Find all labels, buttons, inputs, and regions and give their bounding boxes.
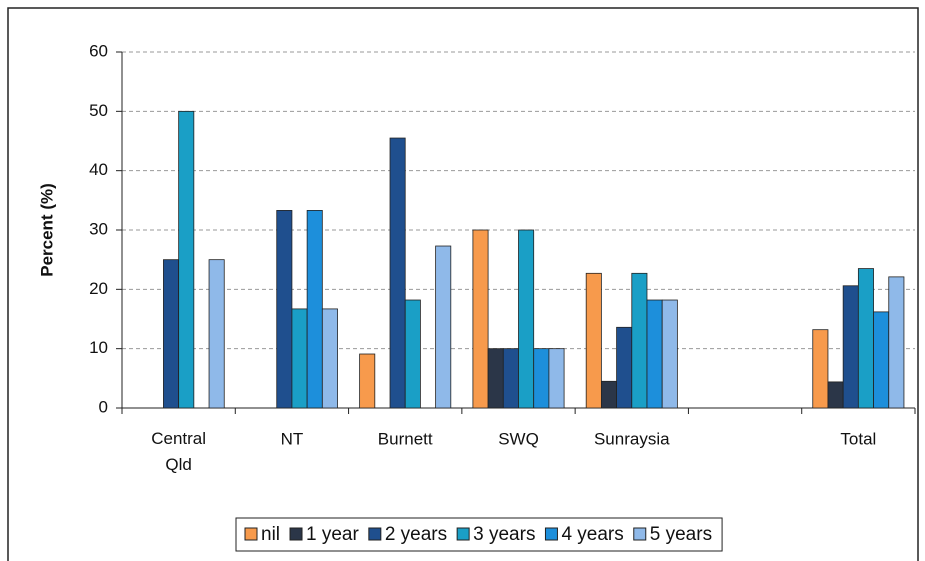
y-tick-label: 10	[89, 338, 108, 357]
y-tick-label: 30	[89, 219, 108, 238]
legend-swatch	[456, 527, 470, 541]
legend-label: 3 years	[473, 524, 535, 545]
y-tick-label: 40	[89, 160, 108, 179]
bar	[646, 299, 663, 409]
x-tick-label: Total	[840, 429, 876, 448]
legend-label: 5 years	[650, 524, 712, 545]
bar	[533, 348, 550, 409]
bar	[435, 245, 452, 409]
bar	[321, 308, 338, 409]
bar	[359, 353, 376, 409]
bar	[178, 110, 195, 409]
bar	[291, 308, 308, 409]
legend-label: nil	[261, 524, 280, 545]
x-tick-label: NT	[281, 429, 304, 448]
legend-swatch	[633, 527, 647, 541]
bar	[306, 210, 323, 409]
bar	[600, 380, 617, 409]
x-tick-label: Sunraysia	[594, 429, 670, 448]
y-axis-label: Percent (%)	[37, 183, 56, 277]
bar	[827, 381, 844, 409]
x-tick-label: Central Qld	[151, 429, 206, 474]
bar	[661, 299, 678, 409]
bar	[812, 329, 829, 409]
y-tick-label: 50	[89, 101, 108, 120]
bar	[585, 272, 602, 409]
bar	[276, 210, 293, 409]
y-tick-label: 0	[99, 397, 108, 416]
legend-swatch	[244, 527, 258, 541]
x-tick-label: Burnett	[378, 429, 433, 448]
y-tick-label: 20	[89, 279, 108, 298]
bar	[857, 268, 874, 409]
bar	[404, 299, 421, 409]
bar	[208, 259, 225, 409]
y-tick-label: 60	[89, 41, 108, 60]
bar	[163, 259, 180, 409]
legend-swatch	[368, 527, 382, 541]
bar	[616, 326, 633, 409]
legend-swatch	[544, 527, 558, 541]
legend-label: 4 years	[561, 524, 623, 545]
bar	[631, 272, 648, 409]
legend-swatch	[289, 527, 303, 541]
bar	[888, 276, 905, 409]
bar	[472, 229, 489, 409]
bar	[842, 285, 859, 409]
chart-border	[7, 7, 919, 561]
bar	[873, 311, 890, 409]
bar	[487, 348, 504, 409]
legend-label: 1 year	[306, 524, 359, 545]
legend-label: 2 years	[385, 524, 447, 545]
bar	[518, 229, 535, 409]
bar	[389, 137, 406, 409]
bar	[502, 348, 519, 409]
bar	[548, 348, 565, 409]
x-tick-label: SWQ	[498, 429, 539, 448]
legend: nil 1 year 2 years 3 years 4 years 5 years	[235, 517, 723, 552]
